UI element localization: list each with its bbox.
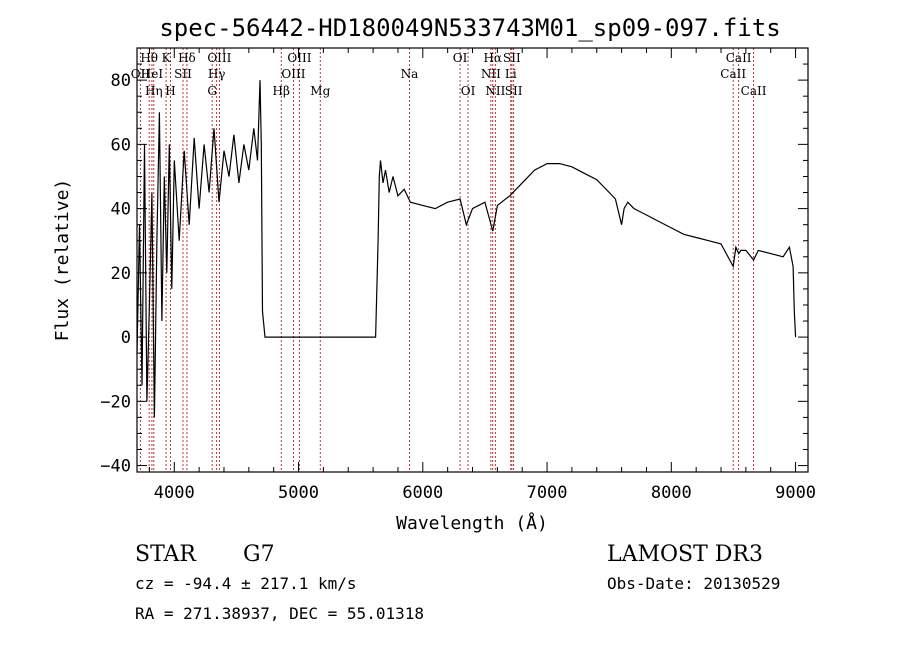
line-marker-label: Hη	[145, 84, 163, 98]
line-marker-label: CaII	[726, 51, 752, 65]
line-marker-label: SII	[505, 84, 523, 98]
flux-series-line	[136, 80, 797, 418]
x-tick-label: 6000	[402, 483, 443, 503]
x-axis-label: Wavelength (Å)	[396, 512, 548, 534]
line-marker-label: G	[207, 84, 217, 98]
x-tick-label: 9000	[775, 483, 816, 503]
spectral-line-markers	[139, 48, 755, 472]
line-marker-label: OI	[453, 51, 468, 65]
object-subclass: G7	[243, 542, 275, 567]
line-marker-label: Hδ	[178, 51, 196, 65]
y-tick-label: 80	[111, 71, 131, 91]
y-tick-label: −20	[100, 392, 131, 412]
coordinates-text: RA = 271.38937, DEC = 55.01318	[135, 604, 424, 623]
y-tick-label: 60	[111, 135, 131, 155]
y-tick-label: −40	[100, 457, 131, 477]
line-marker-label: Na	[401, 67, 419, 81]
line-marker-label: NII	[481, 67, 501, 81]
x-tick-label: 4000	[154, 483, 195, 503]
line-marker-label: OI	[461, 84, 476, 98]
y-axis-label: Flux (relative)	[52, 179, 73, 342]
redshift-text: cz = -94.4 ± 217.1 km/s	[135, 574, 357, 593]
line-marker-label: Hβ	[273, 84, 290, 98]
line-marker-label: HeI	[141, 67, 164, 81]
x-tick-label: 7000	[527, 483, 568, 503]
line-marker-label: Hθ	[140, 51, 158, 65]
y-tick-label: 0	[121, 328, 131, 348]
obs-date-text: Obs-Date: 20130529	[607, 574, 780, 593]
line-marker-label: OIII	[287, 51, 311, 65]
x-tick-label: 5000	[278, 483, 319, 503]
chart-title: spec-56442-HD180049N533743M01_sp09-097.f…	[159, 14, 780, 42]
line-marker-label: OII	[131, 67, 151, 81]
line-marker-label: CaII	[741, 84, 767, 98]
line-marker-label: OIII	[207, 51, 231, 65]
line-marker-label: K	[162, 51, 172, 65]
x-tick-label: 8000	[651, 483, 692, 503]
y-axis-ticks: −40 −20 0 20 40 60 80	[100, 63, 808, 477]
line-marker-label: CaII	[720, 67, 746, 81]
plot-frame	[136, 47, 809, 473]
line-marker-label: Li	[505, 67, 517, 81]
line-marker-label: NII	[485, 84, 505, 98]
y-tick-label: 20	[111, 264, 131, 284]
x-axis-ticks: 4000 5000 6000 7000 8000 9000	[148, 48, 816, 503]
survey-name: LAMOST DR3	[607, 542, 763, 567]
line-marker-label: Mg	[310, 84, 330, 98]
line-marker-label: SII	[174, 67, 192, 81]
line-marker-label: SII	[503, 51, 521, 65]
line-marker-label: OIII	[281, 67, 305, 81]
line-marker-label: H	[165, 84, 175, 98]
line-marker-label: Hγ	[208, 67, 226, 81]
object-class: STAR	[135, 542, 197, 567]
y-tick-label: 40	[111, 200, 131, 220]
line-marker-label: Hα	[483, 51, 502, 65]
